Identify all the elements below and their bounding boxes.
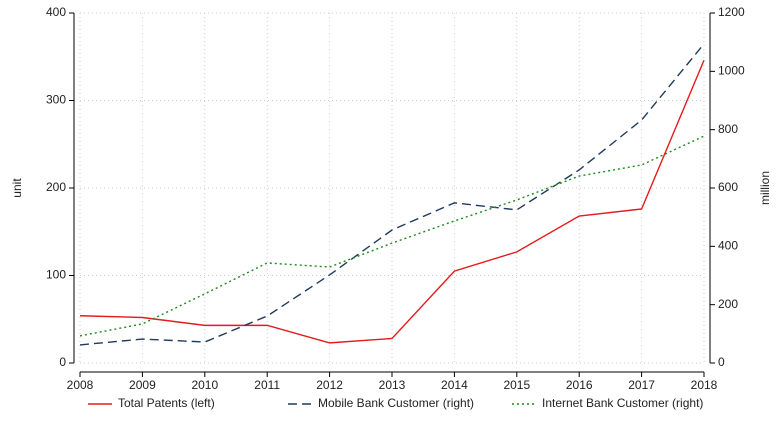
y2-tick-label: 800 [718, 122, 738, 136]
x-tick-label: 2008 [67, 378, 94, 392]
x-tick-label: 2011 [254, 378, 280, 392]
x-tick-label: 2018 [691, 378, 718, 392]
x-tick-label: 2010 [191, 378, 218, 392]
x-tick-label: 2009 [129, 378, 156, 392]
y-tick-label: 100 [46, 268, 66, 282]
x-tick-label: 2012 [316, 378, 343, 392]
x-tick-label: 2016 [566, 378, 593, 392]
y2-tick-label: 400 [718, 239, 738, 253]
y-tick-label: 0 [59, 355, 66, 369]
y2-tick-label: 200 [718, 297, 738, 311]
y2-axis-label: million [758, 171, 772, 205]
y2-tick-label: 1200 [718, 5, 745, 19]
x-tick-label: 2013 [379, 378, 406, 392]
series-line [79, 135, 705, 337]
legend-label: Total Patents (left) [118, 396, 215, 410]
legend-label: Internet Bank Customer (right) [542, 396, 703, 410]
x-tick-label: 2017 [628, 378, 655, 392]
y-tick-label: 200 [46, 180, 66, 194]
y2-tick-label: 0 [718, 355, 725, 369]
y-tick-label: 300 [46, 93, 66, 107]
x-tick-label: 2014 [441, 378, 468, 392]
series-line [79, 59, 705, 344]
y-tick-label: 400 [46, 5, 66, 19]
legend-label: Mobile Bank Customer (right) [318, 396, 474, 410]
y2-tick-label: 600 [718, 180, 738, 194]
y-axis-label: unit [10, 178, 24, 198]
series-line [79, 43, 705, 346]
y2-tick-label: 1000 [718, 64, 745, 78]
x-tick-label: 2015 [503, 378, 530, 392]
